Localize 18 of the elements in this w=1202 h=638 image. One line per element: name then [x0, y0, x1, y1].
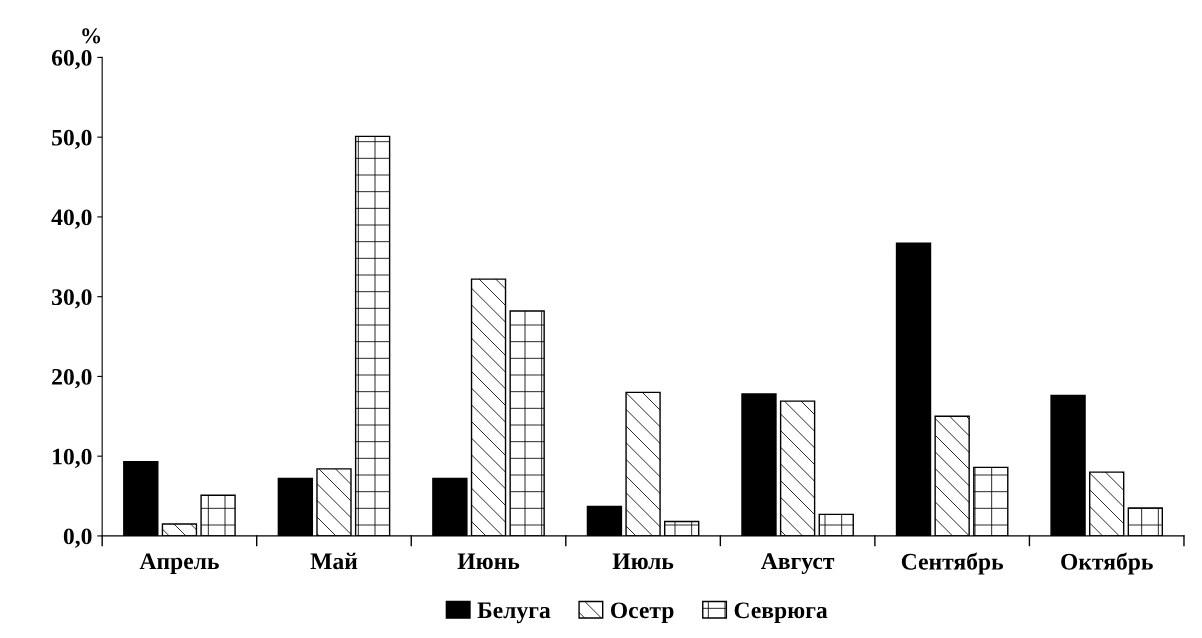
- x-tick-label: Октябрь: [1061, 552, 1153, 575]
- y-tick-label: 0,0: [63, 528, 92, 548]
- y-tick-label: 60,0: [51, 49, 92, 70]
- legend-label: Осетр: [610, 602, 674, 624]
- x-tick-label: Май: [310, 552, 358, 570]
- y-axis-title: %: [82, 28, 101, 44]
- y-tick-label: 20,0: [52, 368, 92, 389]
- x-tick-label: Сентябрь: [901, 552, 1004, 575]
- y-tick-label: 10,0: [53, 448, 92, 469]
- legend-label: Белуга: [477, 602, 551, 624]
- x-tick-label: Июль: [612, 553, 674, 570]
- legend-label: Севрюга: [734, 602, 828, 624]
- y-tick-label: 40,0: [51, 209, 92, 229]
- x-tick-label: Апрель: [139, 553, 219, 574]
- x-tick-label: Август: [761, 553, 835, 574]
- y-tick-label: 50,0: [52, 129, 92, 150]
- y-tick-label: 30,0: [52, 289, 92, 309]
- x-tick-label: Июнь: [457, 553, 520, 570]
